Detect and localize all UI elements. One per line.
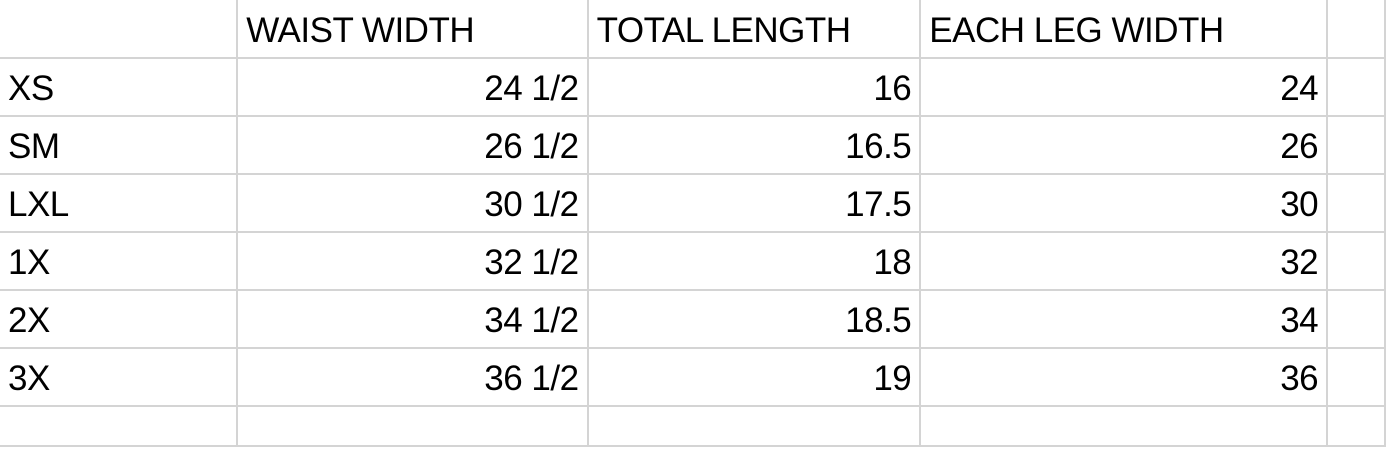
total-length-cell[interactable]: 16.5 (586, 115, 922, 175)
empty-cell[interactable] (1326, 0, 1386, 59)
total-length-cell[interactable]: 18.5 (586, 289, 922, 349)
leg-width-cell[interactable]: 34 (919, 289, 1329, 349)
total-length-cell[interactable]: 18 (586, 231, 922, 291)
size-cell[interactable]: 2X (0, 289, 239, 349)
leg-width-cell[interactable]: 30 (919, 173, 1329, 233)
empty-cell[interactable] (1326, 57, 1386, 117)
header-cell-size[interactable] (0, 0, 239, 59)
leg-width-cell[interactable]: 32 (919, 231, 1329, 291)
empty-cell[interactable] (0, 405, 239, 447)
waist-width-cell[interactable]: 26 1/2 (236, 115, 589, 175)
table-row: XS 24 1/2 16 24 (0, 57, 1386, 117)
header-cell-each-leg-width[interactable]: EACH LEG WIDTH (919, 0, 1329, 59)
table-row: LXL 30 1/2 17.5 30 (0, 173, 1386, 233)
waist-width-cell[interactable]: 34 1/2 (236, 289, 589, 349)
empty-cell[interactable] (1326, 173, 1386, 233)
total-length-cell[interactable]: 19 (586, 347, 922, 407)
size-cell[interactable]: 1X (0, 231, 239, 291)
leg-width-cell[interactable]: 24 (919, 57, 1329, 117)
total-length-cell[interactable]: 17.5 (586, 173, 922, 233)
empty-cell[interactable] (1326, 347, 1386, 407)
table-row: SM 26 1/2 16.5 26 (0, 115, 1386, 175)
size-cell[interactable]: XS (0, 57, 239, 117)
header-cell-total-length[interactable]: TOTAL LENGTH (586, 0, 922, 59)
empty-cell[interactable] (1326, 405, 1386, 447)
empty-cell[interactable] (919, 405, 1329, 447)
table-row: 1X 32 1/2 18 32 (0, 231, 1386, 291)
leg-width-cell[interactable]: 26 (919, 115, 1329, 175)
table-row: 3X 36 1/2 19 36 (0, 347, 1386, 407)
waist-width-cell[interactable]: 32 1/2 (236, 231, 589, 291)
empty-cell[interactable] (1326, 289, 1386, 349)
empty-cell[interactable] (1326, 115, 1386, 175)
waist-width-cell[interactable]: 36 1/2 (236, 347, 589, 407)
empty-row (0, 405, 1386, 447)
size-cell[interactable]: LXL (0, 173, 239, 233)
header-cell-waist-width[interactable]: WAIST WIDTH (236, 0, 589, 59)
leg-width-cell[interactable]: 36 (919, 347, 1329, 407)
header-row: WAIST WIDTH TOTAL LENGTH EACH LEG WIDTH (0, 0, 1386, 59)
empty-cell[interactable] (1326, 231, 1386, 291)
table-row: 2X 34 1/2 18.5 34 (0, 289, 1386, 349)
total-length-cell[interactable]: 16 (586, 57, 922, 117)
waist-width-cell[interactable]: 24 1/2 (236, 57, 589, 117)
empty-cell[interactable] (236, 405, 589, 447)
empty-cell[interactable] (586, 405, 922, 447)
waist-width-cell[interactable]: 30 1/2 (236, 173, 589, 233)
size-cell[interactable]: 3X (0, 347, 239, 407)
size-cell[interactable]: SM (0, 115, 239, 175)
